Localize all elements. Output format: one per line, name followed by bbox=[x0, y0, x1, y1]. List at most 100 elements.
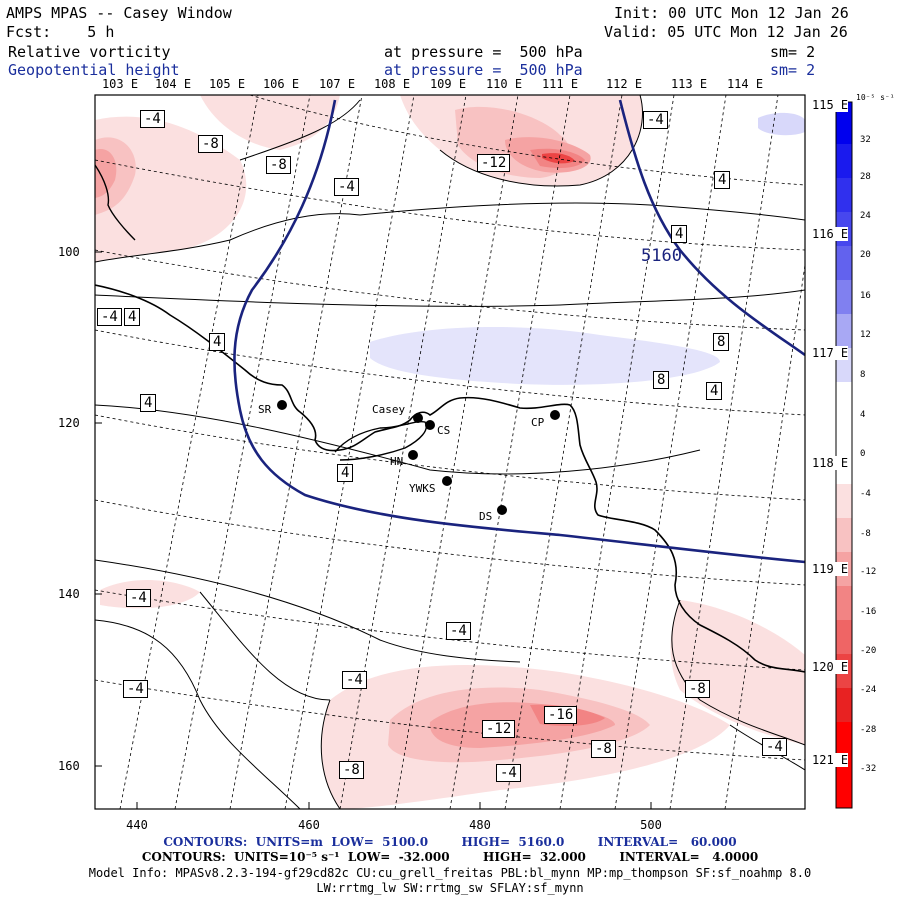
vorticity-label: 4 bbox=[124, 308, 141, 326]
vorticity-label: 4 bbox=[706, 382, 723, 400]
station-marker bbox=[413, 413, 423, 423]
lon-label-right: 120 E bbox=[812, 660, 849, 674]
lon-label: 106 E bbox=[262, 77, 300, 91]
vorticity-label: -8 bbox=[685, 680, 710, 698]
meridian bbox=[614, 95, 727, 809]
field2-pressure: at pressure = 500 hPa bbox=[384, 61, 583, 79]
latitude-line bbox=[95, 159, 805, 251]
colorbar-tick: 16 bbox=[860, 291, 871, 301]
latitude-line bbox=[95, 329, 805, 416]
vorticity-fill bbox=[758, 112, 805, 136]
lon-label: 110 E bbox=[485, 77, 523, 91]
lon-label: 111 E bbox=[541, 77, 579, 91]
vorticity-contour-info: CONTOURS: UNITS=10⁻⁵ s⁻¹ LOW= -32.000 HI… bbox=[141, 850, 759, 864]
vorticity-label: 4 bbox=[337, 464, 354, 482]
colorbar-tick: -16 bbox=[860, 607, 877, 617]
vorticity-fill bbox=[370, 326, 720, 385]
vorticity-label: -4 bbox=[126, 589, 151, 607]
colorbar-tick: 8 bbox=[860, 370, 866, 380]
station-label: Casey bbox=[372, 403, 406, 416]
y-axis-label: 140 bbox=[58, 587, 80, 601]
vorticity-label: 8 bbox=[653, 371, 670, 389]
colorbar-tick: 28 bbox=[860, 172, 871, 182]
coastline bbox=[95, 164, 136, 241]
vorticity-label: -4 bbox=[496, 764, 521, 782]
vorticity-label: 4 bbox=[209, 333, 226, 351]
vorticity-contour bbox=[95, 619, 301, 809]
vorticity-contour bbox=[199, 591, 331, 701]
colorbar-tick: 20 bbox=[860, 250, 871, 260]
lon-label: 109 E bbox=[429, 77, 467, 91]
x-axis-label: 440 bbox=[126, 818, 148, 832]
meridian bbox=[229, 95, 363, 809]
vorticity-contour bbox=[95, 213, 361, 263]
station-label: CP bbox=[531, 416, 545, 429]
station-marker bbox=[550, 410, 560, 420]
lon-label: 108 E bbox=[373, 77, 411, 91]
field2-name: Geopotential height bbox=[8, 61, 180, 79]
colorbar-tick: -32 bbox=[860, 764, 877, 774]
field1-pressure: at pressure = 500 hPa bbox=[384, 43, 583, 61]
station-marker bbox=[425, 420, 435, 430]
meridian bbox=[724, 262, 805, 809]
vorticity-label: -8 bbox=[198, 135, 223, 153]
latitude-line bbox=[95, 679, 805, 761]
station-label: DS bbox=[479, 510, 493, 523]
height-contour-info: CONTOURS: UNITS=m LOW= 5100.0 HIGH= 5160… bbox=[163, 835, 737, 849]
vorticity-contour bbox=[95, 404, 701, 475]
coastline bbox=[95, 284, 805, 673]
vorticity-label: -4 bbox=[334, 178, 359, 196]
vorticity-label: -4 bbox=[97, 308, 122, 326]
x-axis-label: 460 bbox=[298, 818, 320, 832]
meridian bbox=[559, 95, 675, 809]
colorbar-tick: -4 bbox=[860, 489, 871, 499]
vorticity-contour bbox=[320, 699, 341, 809]
colorbar-tick: -12 bbox=[860, 567, 877, 577]
vorticity-contour bbox=[439, 95, 643, 187]
lon-label: 114 E bbox=[726, 77, 764, 91]
vorticity-label: 8 bbox=[713, 333, 730, 351]
meridian bbox=[339, 95, 467, 809]
vorticity-label: -4 bbox=[140, 110, 165, 128]
vorticity-contour bbox=[239, 99, 361, 161]
vorticity-label: 4 bbox=[671, 225, 688, 243]
x-axis-label: 500 bbox=[640, 818, 662, 832]
meridian bbox=[394, 95, 519, 809]
colorbar-tick: 12 bbox=[860, 330, 871, 340]
coastline bbox=[334, 420, 427, 461]
colorbar-tick: 24 bbox=[860, 211, 871, 221]
x-axis-label: 480 bbox=[469, 818, 491, 832]
vorticity-fill bbox=[542, 153, 575, 164]
latitude-line bbox=[95, 249, 805, 331]
colorbar-tick: 0 bbox=[860, 449, 866, 459]
colorbar-tick: -20 bbox=[860, 646, 877, 656]
lon-label-right: 115 E bbox=[812, 98, 849, 112]
y-axis-label: 160 bbox=[58, 759, 80, 773]
colorbar bbox=[835, 101, 853, 809]
latitude-line bbox=[249, 95, 805, 186]
meridian bbox=[174, 95, 311, 809]
station-label: HN bbox=[390, 455, 404, 468]
station-marker bbox=[408, 450, 418, 460]
lon-label: 112 E bbox=[605, 77, 643, 91]
station-marker bbox=[497, 505, 507, 515]
vorticity-fill bbox=[670, 600, 805, 745]
meridian bbox=[449, 95, 571, 809]
colorbar-tick: 4 bbox=[860, 410, 866, 420]
vorticity-contour bbox=[95, 289, 805, 307]
vorticity-label: -4 bbox=[446, 622, 471, 640]
vorticity-label: -8 bbox=[591, 740, 616, 758]
valid-time: Valid: 05 UTC Mon 12 Jan 26 bbox=[604, 23, 848, 41]
vorticity-label: -12 bbox=[477, 154, 511, 172]
vorticity-label: 4 bbox=[140, 394, 157, 412]
vorticity-fill bbox=[95, 149, 117, 198]
vorticity-contour bbox=[95, 559, 521, 663]
station-label: CS bbox=[437, 424, 451, 437]
vorticity-contour bbox=[359, 202, 805, 221]
field1-name: Relative vorticity bbox=[8, 43, 171, 61]
vorticity-contour bbox=[671, 599, 805, 746]
station-marker bbox=[277, 400, 287, 410]
height-contour bbox=[618, 99, 805, 357]
lon-label-right: 116 E bbox=[812, 227, 849, 241]
